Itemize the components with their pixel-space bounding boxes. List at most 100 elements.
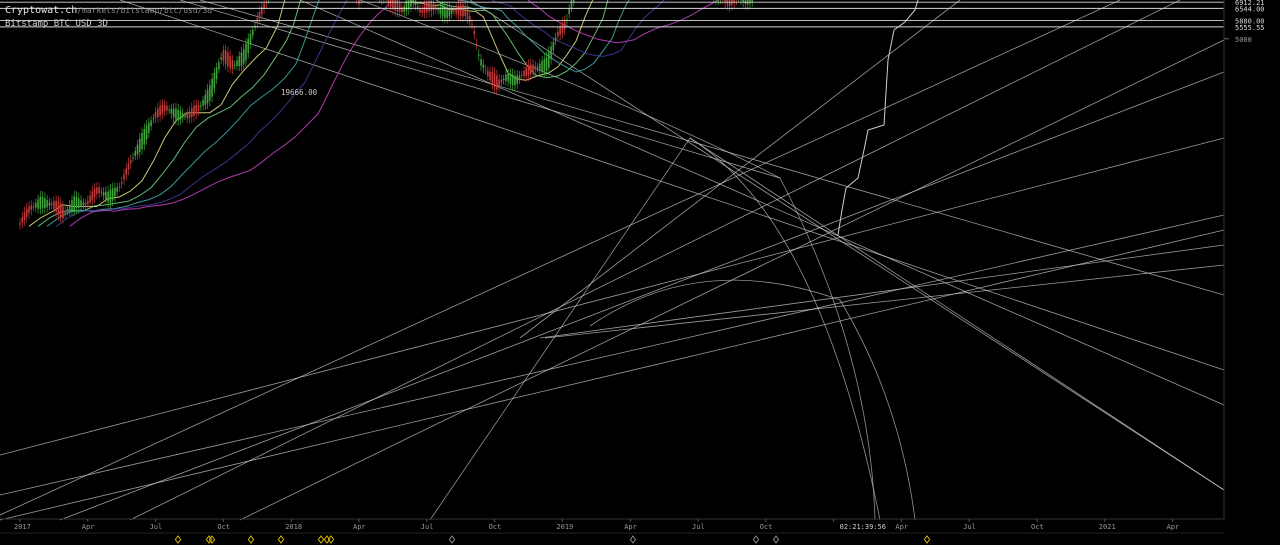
candle-body bbox=[242, 49, 245, 64]
candle-body bbox=[254, 25, 256, 27]
candle-body bbox=[48, 202, 51, 206]
candle-body bbox=[249, 34, 252, 45]
moving-average-line bbox=[28, 0, 594, 227]
candle-body bbox=[498, 79, 500, 87]
candle-body bbox=[520, 75, 523, 77]
event-marker-icon[interactable] bbox=[327, 535, 335, 544]
candle-body bbox=[148, 122, 150, 134]
candle-body bbox=[98, 187, 100, 194]
candle-body bbox=[387, 0, 390, 4]
candle-body bbox=[514, 75, 516, 86]
event-marker-icon[interactable] bbox=[772, 535, 780, 544]
candle-body bbox=[742, 0, 744, 2]
trend-line[interactable] bbox=[299, 0, 1225, 406]
candle-body bbox=[186, 113, 189, 119]
candle-body bbox=[213, 72, 216, 89]
candle-body bbox=[211, 78, 213, 97]
curve-drawing[interactable] bbox=[589, 279, 916, 521]
moving-average-line bbox=[69, 0, 720, 227]
candle-body bbox=[143, 128, 146, 145]
trend-line[interactable] bbox=[469, 0, 1225, 491]
candle-body bbox=[50, 203, 53, 205]
candle-body bbox=[73, 196, 76, 211]
candles-layer bbox=[19, 0, 754, 230]
candle-body bbox=[197, 105, 200, 111]
candle-body bbox=[71, 200, 73, 212]
trend-line[interactable] bbox=[544, 264, 1225, 339]
candle-body bbox=[229, 55, 231, 68]
candle-body bbox=[543, 58, 546, 72]
trend-line[interactable] bbox=[539, 244, 1225, 339]
candle-body bbox=[493, 73, 496, 88]
candle-body bbox=[120, 182, 123, 184]
candle-body bbox=[405, 0, 408, 12]
event-marker-icon[interactable] bbox=[247, 535, 255, 544]
x-tick-label: Apr bbox=[1167, 523, 1180, 531]
candle-body bbox=[102, 192, 105, 196]
candle-body bbox=[263, 3, 265, 9]
candle-body bbox=[204, 94, 207, 105]
trend-line[interactable] bbox=[119, 0, 1225, 371]
candle-body bbox=[473, 31, 476, 35]
site-name[interactable]: Cryptowat.ch bbox=[5, 5, 78, 16]
candle-body bbox=[111, 188, 114, 201]
event-marker-icon[interactable] bbox=[629, 535, 637, 544]
header-title: Cryptowat.ch/markets/bitstamp/btc/usd/3d bbox=[5, 5, 212, 16]
candle-body bbox=[444, 6, 446, 18]
candle-body bbox=[175, 108, 177, 120]
x-tick-label: Apr bbox=[624, 523, 637, 531]
x-tick-label: 2019 bbox=[556, 523, 573, 531]
candle-body bbox=[511, 74, 514, 86]
candle-body bbox=[724, 0, 726, 3]
trend-line[interactable] bbox=[0, 0, 1121, 516]
candle-body bbox=[206, 89, 209, 104]
candle-body bbox=[127, 163, 130, 170]
candle-body bbox=[59, 203, 62, 217]
trend-line[interactable] bbox=[0, 229, 1225, 521]
candle-body bbox=[141, 132, 143, 150]
x-tick-label: Jul bbox=[421, 523, 434, 531]
candle-body bbox=[572, 0, 575, 2]
event-marker-icon[interactable] bbox=[208, 535, 216, 544]
candle-body bbox=[480, 59, 482, 66]
curve-drawing[interactable] bbox=[429, 137, 881, 521]
trend-line[interactable] bbox=[689, 137, 1225, 491]
candle-body bbox=[222, 50, 225, 61]
trend-line[interactable] bbox=[179, 0, 781, 179]
candle-body bbox=[172, 108, 175, 118]
x-tick-label: 2017 bbox=[14, 523, 31, 531]
event-marker-icon[interactable] bbox=[923, 535, 931, 544]
trend-line[interactable] bbox=[0, 214, 1225, 496]
event-marker-icon[interactable] bbox=[752, 535, 760, 544]
x-tick-label: Apr bbox=[895, 523, 908, 531]
candle-body bbox=[421, 9, 424, 13]
trend-line[interactable] bbox=[0, 137, 1225, 456]
candle-body bbox=[179, 111, 182, 120]
trend-line[interactable] bbox=[199, 0, 1225, 296]
x-tick-label: 2021 bbox=[1099, 523, 1116, 531]
trend-line[interactable] bbox=[59, 71, 1225, 521]
candle-body bbox=[32, 206, 35, 208]
candle-body bbox=[77, 198, 80, 208]
event-marker-icon[interactable] bbox=[317, 535, 325, 544]
event-marker-icon[interactable] bbox=[174, 535, 182, 544]
candle-body bbox=[123, 174, 125, 180]
event-marker-icon[interactable] bbox=[448, 535, 456, 544]
candle-body bbox=[184, 115, 186, 117]
countdown-label: 02:21:39:56 bbox=[840, 523, 886, 531]
event-marker-icon[interactable] bbox=[277, 535, 285, 544]
moving-average-line bbox=[37, 0, 609, 227]
curve-drawing[interactable] bbox=[359, 0, 876, 521]
candle-body bbox=[138, 138, 141, 153]
candle-body bbox=[545, 57, 548, 71]
x-tick-label: Jul bbox=[963, 523, 976, 531]
candle-body bbox=[561, 23, 564, 33]
candle-body bbox=[39, 196, 42, 209]
trend-line[interactable] bbox=[519, 0, 961, 339]
trend-line[interactable] bbox=[129, 0, 1181, 521]
candle-body bbox=[554, 37, 557, 41]
price-level-label: 6912.21 bbox=[1235, 0, 1265, 7]
candle-body bbox=[507, 73, 509, 82]
candle-body bbox=[64, 211, 66, 214]
